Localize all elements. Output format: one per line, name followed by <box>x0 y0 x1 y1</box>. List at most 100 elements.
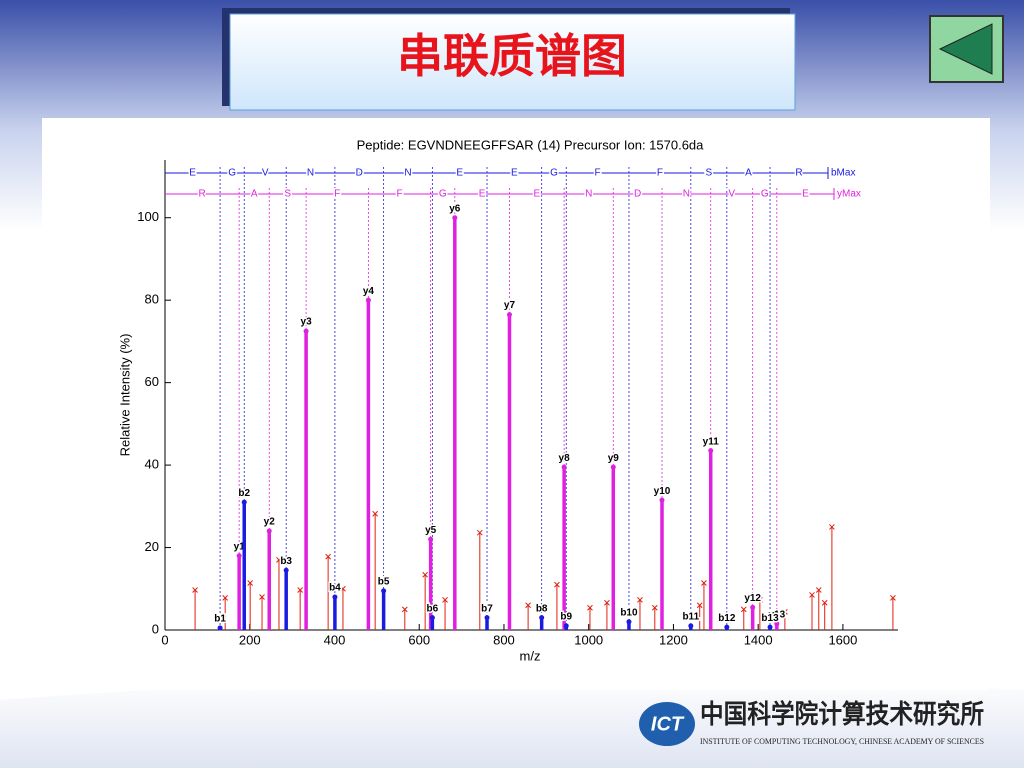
peak-marker <box>688 623 694 629</box>
ladder-residue: R <box>198 189 205 200</box>
x-axis-label: m/z <box>520 648 541 663</box>
ladder-residue: F <box>334 189 340 200</box>
peak-marker <box>365 297 371 303</box>
peak-marker <box>767 624 773 630</box>
peak-label: b6 <box>427 603 439 614</box>
peak-label: y10 <box>654 486 671 497</box>
peak-marker <box>452 215 458 221</box>
logo: ICT 中国科学院计算技术研究所 INSTITUTE OF COMPUTING … <box>639 699 984 746</box>
y-tick-label: 20 <box>145 539 159 554</box>
peak-marker <box>637 597 643 603</box>
peak-marker <box>266 528 272 534</box>
peak-marker <box>829 524 835 530</box>
y-tick-label: 80 <box>145 292 159 307</box>
peak-label: y13 <box>768 609 785 620</box>
ladder-residue: F <box>396 189 402 200</box>
peak-marker <box>604 599 610 606</box>
ladder-end-label: bMax <box>831 168 855 179</box>
peak-marker <box>429 615 435 621</box>
ladder-residue: G <box>228 168 236 179</box>
peak-marker <box>782 609 788 615</box>
ladder-residue: G <box>439 189 447 200</box>
peak-marker <box>241 499 247 505</box>
peak-marker <box>626 619 632 625</box>
peak-label: y8 <box>559 453 571 464</box>
ladder-residue: G <box>761 189 769 200</box>
y-tick-label: 0 <box>152 621 159 636</box>
peak-label: b2 <box>238 488 250 499</box>
peak-marker <box>740 606 747 613</box>
peak-marker <box>401 606 408 613</box>
peak-marker <box>815 587 822 593</box>
peak-marker <box>561 464 567 470</box>
peak-marker <box>821 599 828 606</box>
logo-name-en: INSTITUTE OF COMPUTING TECHNOLOGY, CHINE… <box>700 737 984 746</box>
peak-marker <box>708 448 714 454</box>
peak-marker <box>809 592 815 598</box>
peak-marker <box>428 536 434 542</box>
ladder-residue: V <box>728 189 735 200</box>
back-button[interactable] <box>929 15 1004 83</box>
peak-marker <box>236 553 242 559</box>
peak-marker <box>506 312 512 318</box>
ladder-residue: A <box>745 168 752 179</box>
peak-marker <box>372 510 379 517</box>
peak-marker <box>247 580 254 586</box>
peak-marker <box>192 587 198 593</box>
peak-marker <box>442 597 448 603</box>
peak-marker <box>283 567 289 573</box>
ladder-end-label: yMax <box>837 189 861 200</box>
peak-label: y5 <box>425 525 437 536</box>
peak-marker <box>381 588 387 594</box>
ladder-residue: N <box>585 189 592 200</box>
peak-marker <box>340 585 346 592</box>
ladder-residue: N <box>404 168 411 179</box>
peak-label: b4 <box>329 583 341 594</box>
peak-label: y2 <box>264 517 276 528</box>
peak-marker <box>696 602 703 609</box>
peak-label: b5 <box>378 576 390 587</box>
peak-marker <box>222 594 229 601</box>
y-axis-label: Relative Intensity (%) <box>117 334 132 457</box>
peak-marker <box>297 587 304 593</box>
ladder-residue: V <box>262 168 269 179</box>
peak-label: y7 <box>504 300 516 311</box>
peak-marker <box>659 497 665 503</box>
ladder-residue: N <box>307 168 314 179</box>
y-tick-label: 100 <box>137 209 159 224</box>
peak-label: y3 <box>301 317 313 328</box>
button-arrow[interactable] <box>938 23 993 75</box>
x-tick-label: 1200 <box>659 632 688 647</box>
peak-label: b8 <box>536 603 548 614</box>
peak-marker <box>563 623 569 629</box>
x-tick-label: 1600 <box>828 632 857 647</box>
chart-panel <box>42 118 990 690</box>
peak-marker <box>217 625 223 631</box>
logo-mark: ICT <box>651 713 685 735</box>
peak-marker <box>325 553 331 560</box>
x-tick-label: 200 <box>239 632 261 647</box>
x-tick-label: 0 <box>161 632 168 647</box>
x-tick-label: 800 <box>493 632 515 647</box>
peak-marker <box>554 581 560 588</box>
slide-title: 串联质谱图 <box>397 30 627 82</box>
peak-marker <box>259 594 265 600</box>
ladder-residue: R <box>795 168 802 179</box>
peak-label: b11 <box>682 612 699 623</box>
x-tick-label: 1000 <box>574 632 603 647</box>
peak-marker <box>774 621 780 627</box>
peak-label: b13 <box>761 613 779 624</box>
title-box <box>229 13 796 111</box>
peak-marker <box>610 464 616 470</box>
peak-marker <box>587 604 593 611</box>
y-tick-label: 40 <box>145 457 159 472</box>
x-tick-label: 1400 <box>744 632 773 647</box>
peak-marker <box>484 615 490 621</box>
peak-marker <box>422 571 429 578</box>
logo-circle <box>639 702 695 746</box>
peak-label: b12 <box>718 613 736 624</box>
peak-label: y4 <box>363 286 375 297</box>
ladder-residue: S <box>705 168 712 179</box>
